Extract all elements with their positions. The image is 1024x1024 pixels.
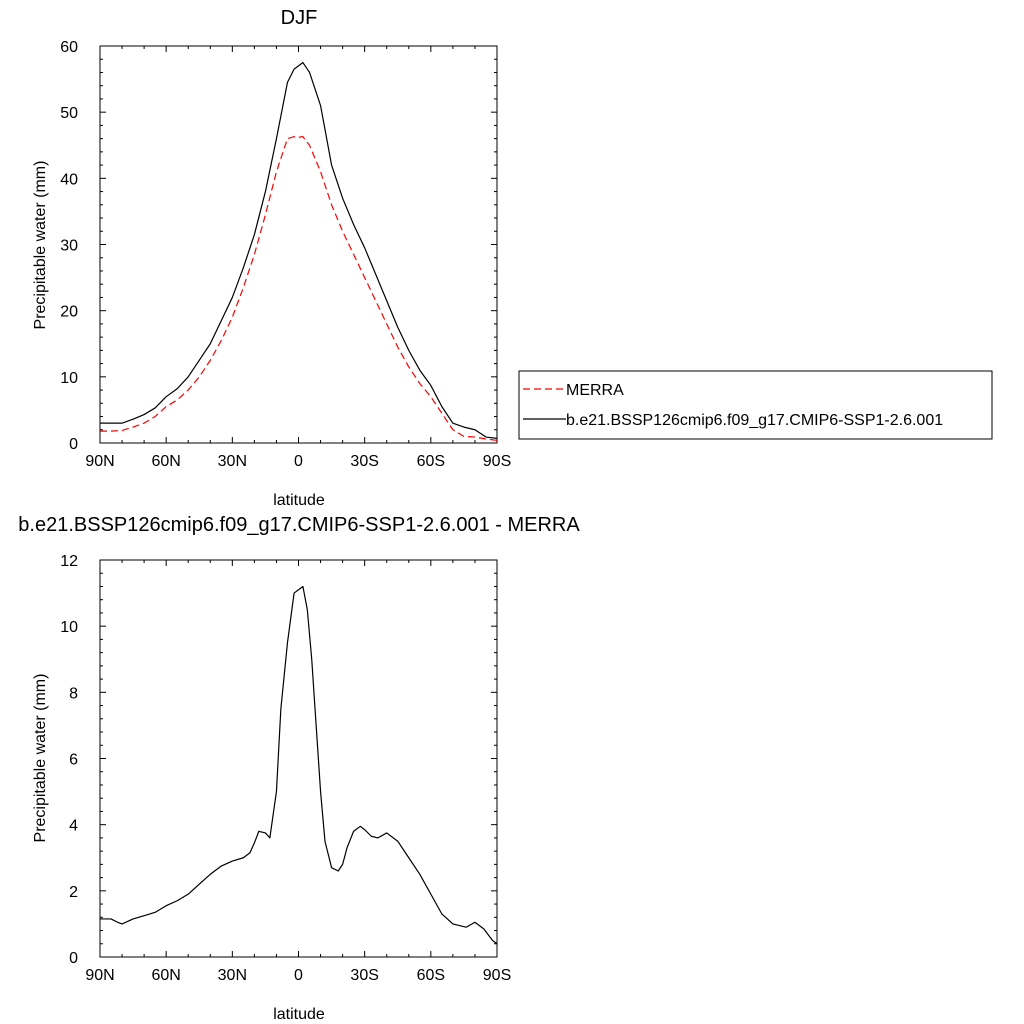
top-panel: DJF 90N 60N 30N 0 30S 60S 90S 0 10 20 30 40 50 60 lat… <box>32 7 511 509</box>
legend-label-merra: MERRA <box>566 382 624 399</box>
top-x-tick-label: 60S <box>417 453 445 470</box>
top-chart-title: DJF <box>281 7 318 29</box>
legend-label-model: b.e21.BSSP126cmip6.f09_g17.CMIP6-SSP1-2.… <box>566 412 943 429</box>
bottom-y-axis-label: Precipitable water (mm) <box>32 674 49 843</box>
top-x-tick-label: 30N <box>218 453 247 470</box>
top-x-tick-label: 90N <box>85 453 114 470</box>
top-y-tick-label: 30 <box>60 238 78 255</box>
top-x-tick-label: 30S <box>350 453 378 470</box>
bottom-y-tick-label: 12 <box>60 553 78 570</box>
top-y-tick-label: 10 <box>60 370 78 387</box>
bottom-y-tick-label: 2 <box>69 884 78 901</box>
bottom-panel: b.e21.BSSP126cmip6.f09_g17.CMIP6-SSP1-2.… <box>18 514 580 1023</box>
top-y-axis-label: Precipitable water (mm) <box>32 161 49 330</box>
bottom-x-tick-label: 60N <box>151 967 180 984</box>
bottom-x-tick-label: 30N <box>218 967 247 984</box>
top-plot-frame <box>99 45 498 444</box>
top-y-tick-label: 40 <box>60 171 78 188</box>
bottom-series-line-0 <box>100 585 498 945</box>
top-y-tick-label: 20 <box>60 304 78 321</box>
legend-box <box>518 370 993 440</box>
bottom-y-tick-label: 8 <box>69 685 78 702</box>
bottom-y-tick-label: 6 <box>69 752 78 769</box>
bottom-chart-title: b.e21.BSSP126cmip6.f09_g17.CMIP6-SSP1-2.… <box>18 514 580 536</box>
top-x-tick-label: 90S <box>483 453 511 470</box>
top-y-tick-label: 0 <box>69 436 78 453</box>
top-y-tick-label: 60 <box>60 39 78 56</box>
top-series-line-0 <box>100 136 498 441</box>
top-y-tick-label: 50 <box>60 105 78 122</box>
bottom-x-tick-label: 90N <box>85 967 114 984</box>
bottom-x-axis-label: latitude <box>273 1006 325 1023</box>
bottom-y-tick-label: 4 <box>69 818 78 835</box>
bottom-y-tick-label: 0 <box>69 950 78 967</box>
top-x-tick-label: 60N <box>151 453 180 470</box>
legend: MERRA b.e21.BSSP126cmip6.f09_g17.CMIP6-S… <box>518 370 993 440</box>
top-series-line-1 <box>100 61 498 439</box>
top-x-axis-label: latitude <box>273 492 325 509</box>
top-x-tick-label: 0 <box>294 453 303 470</box>
bottom-x-tick-label: 30S <box>350 967 378 984</box>
bottom-x-tick-label: 90S <box>483 967 511 984</box>
bottom-plot-frame <box>99 559 498 958</box>
bottom-x-tick-label: 60S <box>417 967 445 984</box>
bottom-y-tick-label: 10 <box>60 619 78 636</box>
bottom-x-tick-label: 0 <box>294 967 303 984</box>
